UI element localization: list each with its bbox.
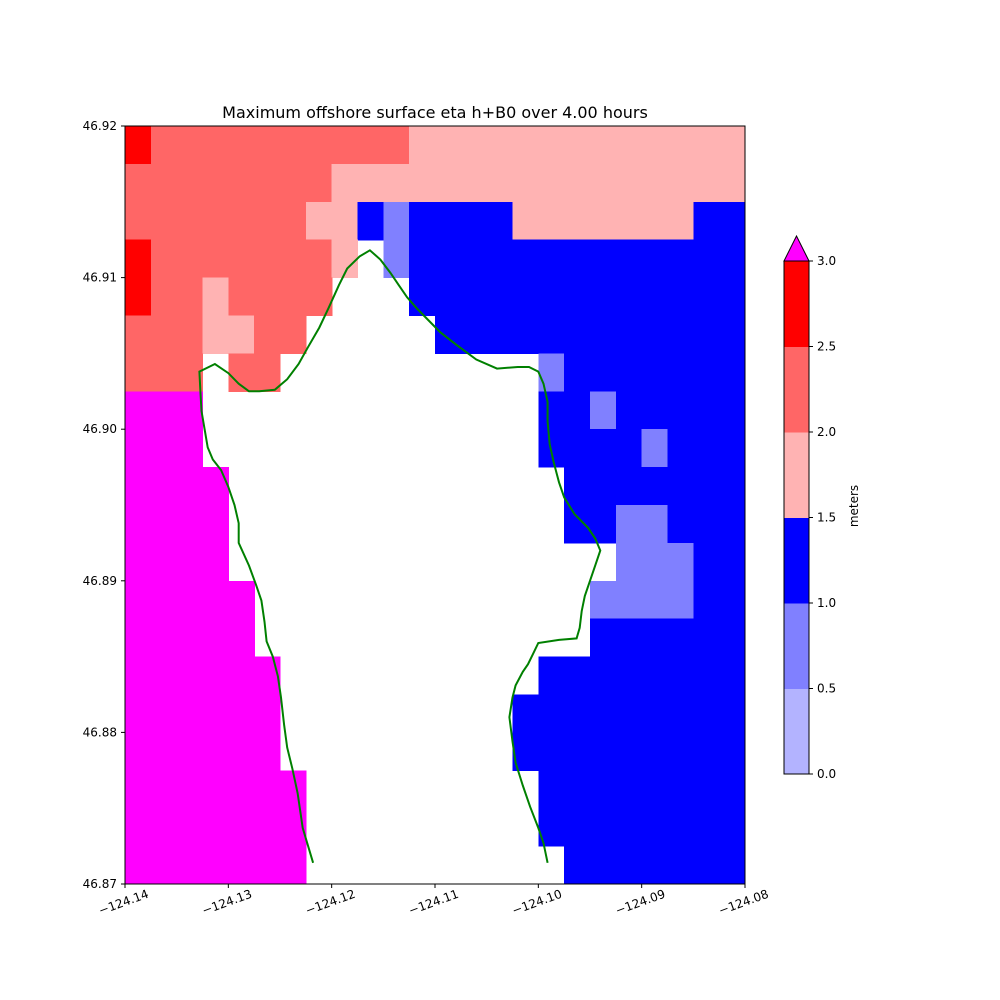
colorbar-tick-label: 1.0 (817, 596, 836, 610)
heatmap-cell (409, 126, 746, 165)
heatmap-cell (667, 429, 746, 468)
plot-area (124, 125, 746, 885)
colorbar-label: meters (847, 485, 861, 527)
heatmap-cell (590, 580, 694, 620)
heatmap-cell (305, 201, 359, 241)
heatmap-cell (409, 201, 514, 241)
y-tick-label: 46.87 (83, 877, 117, 891)
heatmap-cell (538, 656, 746, 696)
heatmap-cell (538, 429, 643, 468)
heatmap-cell (125, 770, 307, 885)
heatmap-cell (409, 277, 746, 317)
heatmap-cell (615, 505, 669, 544)
colorbar-ticks: 0.0 0.5 1.0 1.5 2.0 2.5 3.0 (809, 254, 836, 781)
heatmap-cell (125, 580, 255, 658)
colorbar-band (784, 346, 809, 433)
heatmap-cell (641, 429, 669, 468)
heatmap-cell (150, 126, 410, 165)
colorbar-tick-label: 3.0 (817, 254, 836, 268)
colorbar-tick-label: 0.0 (817, 767, 836, 781)
heatmap-cell (125, 467, 229, 582)
y-tick-label: 46.92 (83, 119, 117, 133)
heatmap-cell (331, 163, 746, 203)
heatmap-cell (383, 201, 410, 241)
colorbar-tick-label: 2.5 (817, 340, 836, 354)
colorbar-bands (784, 261, 809, 775)
heatmap-cell (125, 201, 307, 241)
heatmap-cell (538, 353, 565, 392)
heatmap-cell (693, 580, 746, 620)
y-tick-label: 46.89 (83, 574, 117, 588)
heatmap-cell (512, 201, 694, 241)
heatmap-cell (202, 315, 255, 354)
heatmap-cell (564, 467, 746, 506)
heatmap-cell (590, 618, 746, 658)
heatmap-cell (125, 315, 204, 354)
coastline (198, 249, 602, 864)
colorbar-band (784, 261, 809, 347)
heatmap-cell (125, 656, 281, 771)
y-tick-label: 46.91 (83, 271, 117, 285)
heatmap-cell (564, 846, 746, 885)
heatmap-cell (409, 239, 746, 279)
heatmap-cell (667, 505, 746, 544)
y-tick-label: 46.90 (83, 422, 117, 436)
y-axis: 46.87 46.88 46.89 46.90 46.91 46.92 (83, 119, 125, 891)
heatmap-cell (254, 315, 307, 354)
heatmap-cell (125, 353, 204, 392)
heatmap-cells (125, 126, 746, 885)
heatmap-cell (435, 315, 746, 354)
colorbar-band (784, 432, 809, 518)
chart-title: Maximum offshore surface eta h+B0 over 4… (222, 103, 648, 122)
heatmap-cell (125, 239, 152, 317)
heatmap-cell (383, 239, 410, 279)
y-tick-label: 46.88 (83, 725, 117, 739)
heatmap-cell (564, 353, 746, 392)
heatmap-cell (693, 201, 746, 241)
heatmap-cell (228, 277, 333, 317)
colorbar-band (784, 688, 809, 775)
heatmap-cell (202, 277, 229, 317)
heatmap-cell (512, 694, 746, 771)
heatmap-cell (357, 201, 384, 241)
heatmap-cell (693, 542, 746, 582)
heatmap-cell (150, 239, 333, 279)
heatmap-cell (615, 391, 746, 430)
colorbar-band (784, 603, 809, 689)
heatmap-cell (125, 163, 333, 203)
heatmap-cell (150, 277, 204, 317)
heatmap-cell (590, 391, 617, 430)
colorbar-tick-label: 0.5 (817, 682, 836, 696)
colorbar-tick-label: 1.5 (817, 511, 836, 525)
heatmap-cell (125, 391, 204, 468)
colorbar-tick-label: 2.0 (817, 425, 836, 439)
heatmap-cell (125, 126, 152, 165)
heatmap-cell (538, 770, 746, 847)
colorbar-band (784, 517, 809, 604)
colorbar: 0.0 0.5 1.0 1.5 2.0 2.5 3.0 meters (783, 234, 861, 781)
heatmap-cell (228, 353, 281, 392)
heatmap-cell (615, 542, 694, 582)
